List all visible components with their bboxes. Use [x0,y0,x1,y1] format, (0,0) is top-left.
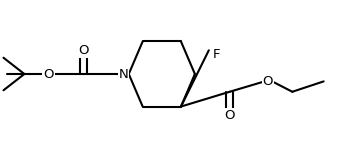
Text: O: O [44,67,54,81]
Text: O: O [78,44,89,57]
Text: O: O [224,109,235,122]
Text: O: O [263,75,273,88]
Text: N: N [119,67,128,81]
Text: F: F [213,48,220,61]
